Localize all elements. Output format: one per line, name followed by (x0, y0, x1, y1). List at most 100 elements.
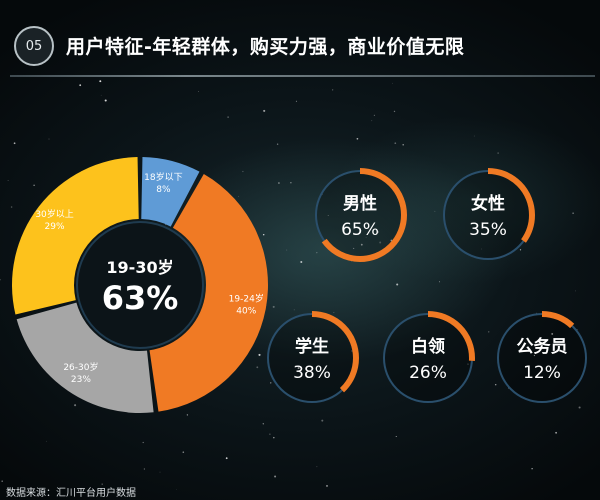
section-number-badge: 05 (14, 26, 54, 66)
page-title: 用户特征-年轻群体，购买力强，商业价值无限 (66, 36, 465, 58)
gauge-value: 35% (469, 220, 507, 240)
gauge-value: 38% (293, 363, 331, 383)
star (473, 135, 475, 137)
star (143, 468, 145, 470)
gauge-arc (441, 168, 535, 262)
donut-slice (141, 157, 200, 227)
gauge-arc (495, 311, 589, 405)
star (394, 142, 397, 145)
gauge: 公务员 12% (495, 311, 589, 405)
slice-label: 26-30岁 23% (63, 361, 98, 385)
header: 05 用户特征-年轻群体，购买力强，商业价值无限 (0, 0, 600, 88)
star (0, 279, 1, 281)
star (225, 457, 228, 460)
star (533, 354, 535, 357)
attribute-gauges: 男性 65% 女性 35% 学生 38% 白领 26% 公务员 12% (265, 168, 589, 405)
star (263, 109, 266, 112)
star (100, 94, 102, 96)
star (536, 312, 537, 314)
gauge-arc (313, 168, 407, 262)
gauge-value: 12% (523, 363, 561, 383)
star (497, 152, 499, 154)
star (434, 210, 436, 212)
star (101, 483, 103, 485)
gauge-value: 65% (341, 220, 379, 240)
star (142, 441, 144, 444)
star (238, 196, 239, 197)
star (373, 114, 376, 117)
gauge-label: 女性 (471, 193, 505, 214)
star (531, 468, 533, 470)
donut-slice (149, 174, 269, 412)
star (198, 90, 199, 92)
star (176, 489, 178, 490)
star (45, 440, 47, 442)
star (494, 383, 497, 386)
slice-label-line: 29% (45, 222, 65, 232)
star (300, 260, 303, 264)
gauge-label: 学生 (295, 336, 329, 357)
star (333, 312, 335, 313)
star (439, 281, 440, 283)
star (371, 120, 373, 122)
star (365, 237, 367, 238)
star (295, 100, 297, 102)
star (74, 404, 77, 407)
star (578, 406, 581, 409)
slice-label: 19-24岁 40% (229, 292, 264, 316)
star (395, 436, 397, 437)
star (297, 367, 300, 370)
slice-label-line: 18岁以下 (144, 171, 182, 183)
star (262, 423, 264, 425)
star (182, 451, 185, 453)
star (555, 431, 557, 434)
header-divider (10, 75, 595, 77)
slice-label-line: 23% (71, 375, 91, 385)
star (286, 249, 288, 251)
star (377, 231, 379, 233)
gauge-value: 26% (409, 363, 447, 383)
star (33, 184, 35, 186)
star (276, 143, 279, 145)
star (327, 215, 329, 216)
donut-slice (11, 157, 139, 315)
gauge-arc (381, 311, 475, 405)
slice-label-line: 26-30岁 (63, 361, 98, 373)
gauge: 男性 65% (313, 168, 407, 262)
star (379, 241, 382, 244)
star (332, 89, 334, 91)
star (393, 110, 396, 113)
star (351, 350, 353, 352)
star (467, 363, 469, 365)
star (256, 366, 259, 369)
star (293, 309, 295, 311)
star (272, 305, 275, 308)
star (79, 84, 82, 87)
star (159, 471, 161, 473)
gauge: 女性 35% (441, 168, 535, 262)
star (99, 80, 102, 83)
star (262, 233, 265, 236)
star (290, 182, 292, 184)
star (270, 382, 272, 384)
data-source-note: 数据来源：汇川平台用户数据 (6, 488, 136, 499)
star (396, 283, 399, 286)
star (48, 138, 50, 140)
gauge-label: 白领 (411, 336, 445, 357)
star (316, 252, 318, 254)
star (519, 249, 522, 251)
star (392, 82, 394, 84)
gauge: 学生 38% (265, 311, 359, 405)
star (402, 144, 404, 146)
star (269, 433, 271, 435)
slice-label: 30岁以上 29% (35, 208, 73, 232)
donut-center (76, 221, 204, 349)
slice-label-line: 40% (236, 306, 256, 316)
star (104, 99, 107, 102)
star (429, 341, 431, 343)
star (274, 475, 277, 478)
gauge-arc (265, 311, 359, 405)
donut-slice (16, 302, 154, 413)
gauge-label: 公务员 (517, 336, 568, 357)
